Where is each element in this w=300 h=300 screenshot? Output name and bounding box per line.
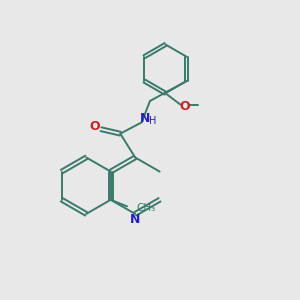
Text: H: H — [149, 116, 157, 127]
Text: O: O — [90, 120, 100, 133]
Text: O: O — [179, 100, 190, 112]
Text: CH₃: CH₃ — [136, 203, 156, 213]
Text: N: N — [140, 112, 150, 125]
Text: N: N — [130, 213, 140, 226]
